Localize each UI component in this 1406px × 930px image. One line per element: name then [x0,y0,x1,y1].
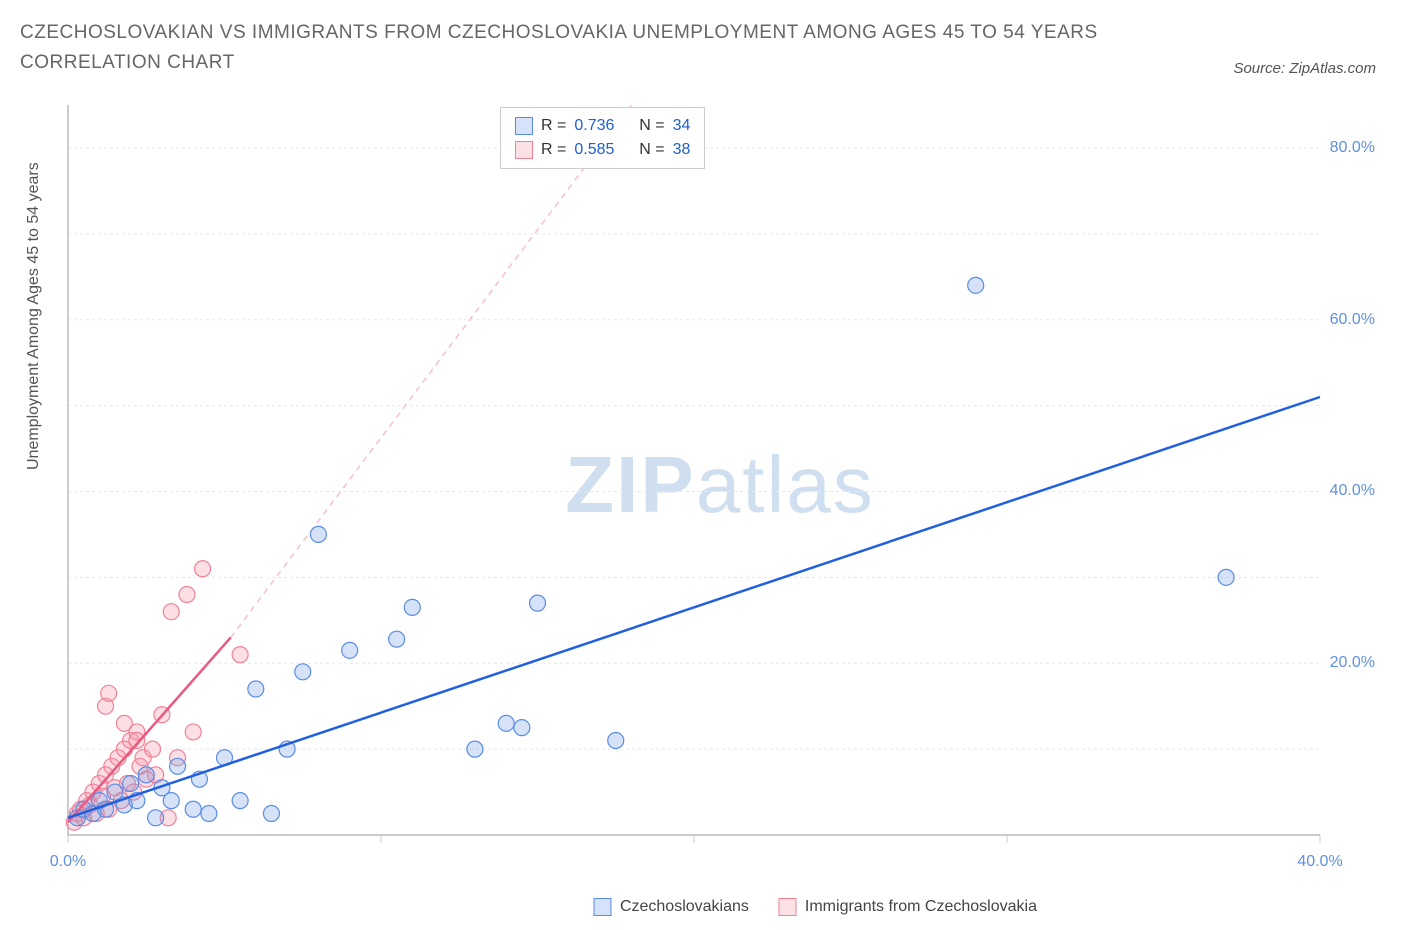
x-tick-label: 0.0% [50,853,86,871]
n-value: 38 [673,138,691,162]
legend-label: Czechoslovakians [620,898,749,916]
y-tick-label: 60.0% [1330,311,1375,329]
correlation-legend: R = 0.736 N = 34 R = 0.585 N = 38 [500,107,705,169]
legend-item: Czechoslovakians [594,898,749,916]
n-label: N = [639,114,664,138]
legend-swatch [779,898,797,916]
r-label: R = [541,138,566,162]
r-value: 0.736 [574,114,614,138]
chart-title: CZECHOSLOVAKIAN VS IMMIGRANTS FROM CZECH… [20,18,1120,79]
legend-item: Immigrants from Czechoslovakia [779,898,1037,916]
source-label: Source: ZipAtlas.com [1233,60,1376,77]
legend-swatch [515,141,533,159]
n-value: 34 [673,114,691,138]
legend-swatch [515,117,533,135]
legend-swatch [594,898,612,916]
chart-area: ZIPatlas R = 0.736 N = 34 R = 0.585 N = … [60,105,1380,865]
n-label: N = [639,138,664,162]
y-axis-label: Unemployment Among Ages 45 to 54 years [25,162,43,470]
series-legend: Czechoslovakians Immigrants from Czechos… [594,898,1037,916]
x-tick-label: 40.0% [1297,853,1342,871]
y-tick-label: 20.0% [1330,654,1375,672]
y-tick-label: 80.0% [1330,139,1375,157]
r-value: 0.585 [574,138,614,162]
scatter-plot [60,105,1380,865]
r-label: R = [541,114,566,138]
legend-label: Immigrants from Czechoslovakia [805,898,1037,916]
y-tick-label: 40.0% [1330,482,1375,500]
